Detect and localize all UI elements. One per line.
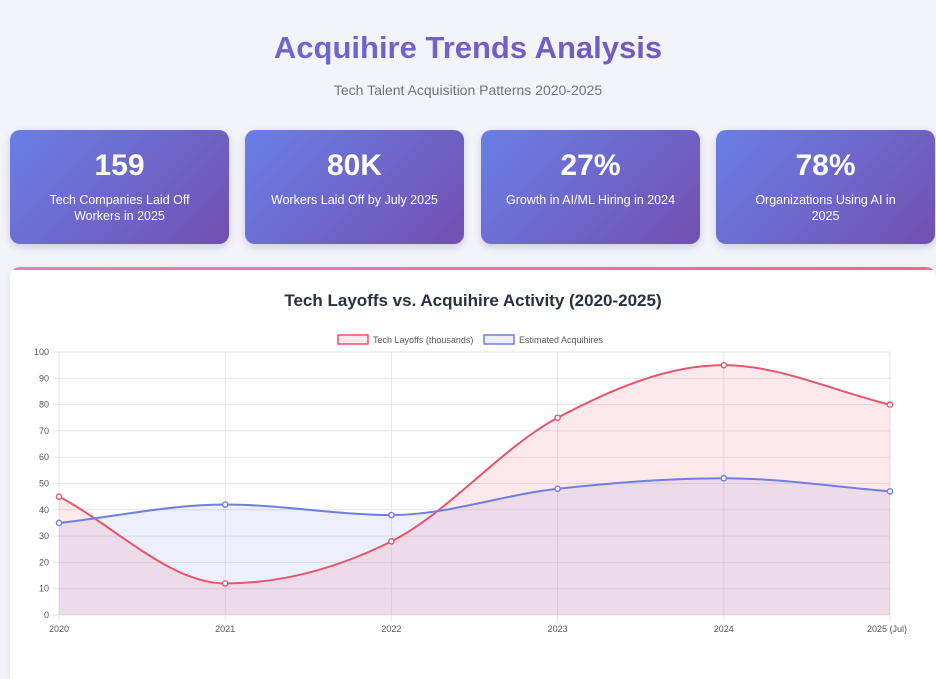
- stat-card-ai-hiring: 27% Growth in AI/ML Hiring in 2024: [481, 130, 700, 244]
- y-tick-label: 60: [39, 452, 49, 462]
- y-tick-label: 100: [34, 347, 49, 357]
- line-chart: 0 10 20 30 40 50 60 70 80 90 100 2020 2021 2022 2023 20…: [34, 334, 907, 634]
- stat-value: 78%: [795, 149, 856, 182]
- stat-label: Growth in AI/ML Hiring in 2024: [505, 193, 676, 207]
- y-tick-label: 50: [39, 479, 49, 489]
- page-title: Acquihire Trends Analysis: [0, 30, 936, 66]
- y-tick-label: 10: [39, 584, 49, 594]
- x-tick-label: 2023: [548, 624, 568, 634]
- stat-label: Workers Laid Off by July 2025: [271, 193, 438, 207]
- page-subtitle: Tech Talent Acquisition Patterns 2020-20…: [333, 82, 603, 98]
- y-tick-label: 90: [39, 373, 49, 383]
- stats-row: 159 Tech Companies Laid Off Workers in 2…: [10, 130, 936, 244]
- legend-label-1: Estimated Acquihires: [519, 335, 604, 345]
- data-point: [554, 414, 561, 422]
- stat-card-companies: 159 Tech Companies Laid Off Workers in 2…: [10, 130, 229, 244]
- data-point: [886, 401, 894, 408]
- stat-label: Tech Companies Laid Off Workers in 2025: [49, 193, 190, 223]
- y-tick-label: 20: [39, 557, 49, 567]
- stat-value: 27%: [560, 149, 621, 182]
- legend-label-0: Tech Layoffs (thousands): [373, 335, 473, 345]
- data-point: [388, 511, 395, 519]
- data-point: [221, 501, 229, 508]
- x-tick-label: 2024: [714, 624, 734, 634]
- chart-card: Tech Layoffs vs. Acquihire Activity (202…: [10, 267, 936, 679]
- stat-value: 159: [94, 149, 145, 182]
- data-point: [554, 485, 561, 493]
- series-area-0: [59, 365, 890, 615]
- data-point: [720, 474, 728, 482]
- y-tick-label: 40: [39, 505, 49, 515]
- data-point: [886, 488, 894, 495]
- stat-card-workers: 80K Workers Laid Off by July 2025: [245, 130, 464, 244]
- series-line-0: [58, 364, 891, 585]
- x-tick-label: 2025 (Jul): [867, 624, 907, 634]
- stat-value: 80K: [326, 149, 383, 182]
- stat-card-ai-usage: 78% Organizations Using AI in 2025: [716, 130, 935, 244]
- legend-swatch-0: [337, 334, 369, 345]
- chart-title: Tech Layoffs vs. Acquihire Activity (202…: [284, 291, 662, 310]
- y-tick-label: 70: [39, 426, 49, 436]
- x-tick-label: 2020: [49, 624, 69, 634]
- chart-accent-bar: [10, 267, 936, 270]
- data-point: [221, 580, 229, 587]
- x-tick-label: 2021: [215, 624, 235, 634]
- data-point: [720, 361, 728, 369]
- y-tick-label: 80: [39, 400, 49, 410]
- x-tick-label: 2022: [381, 624, 401, 634]
- y-tick-label: 0: [44, 610, 49, 620]
- series-line-1: [58, 477, 891, 524]
- data-point: [55, 519, 63, 527]
- y-tick-label: 30: [39, 531, 49, 541]
- data-point: [55, 493, 63, 500]
- legend-swatch-1: [483, 334, 515, 345]
- stat-label: Organizations Using AI in 2025: [755, 193, 896, 223]
- data-point: [388, 538, 395, 545]
